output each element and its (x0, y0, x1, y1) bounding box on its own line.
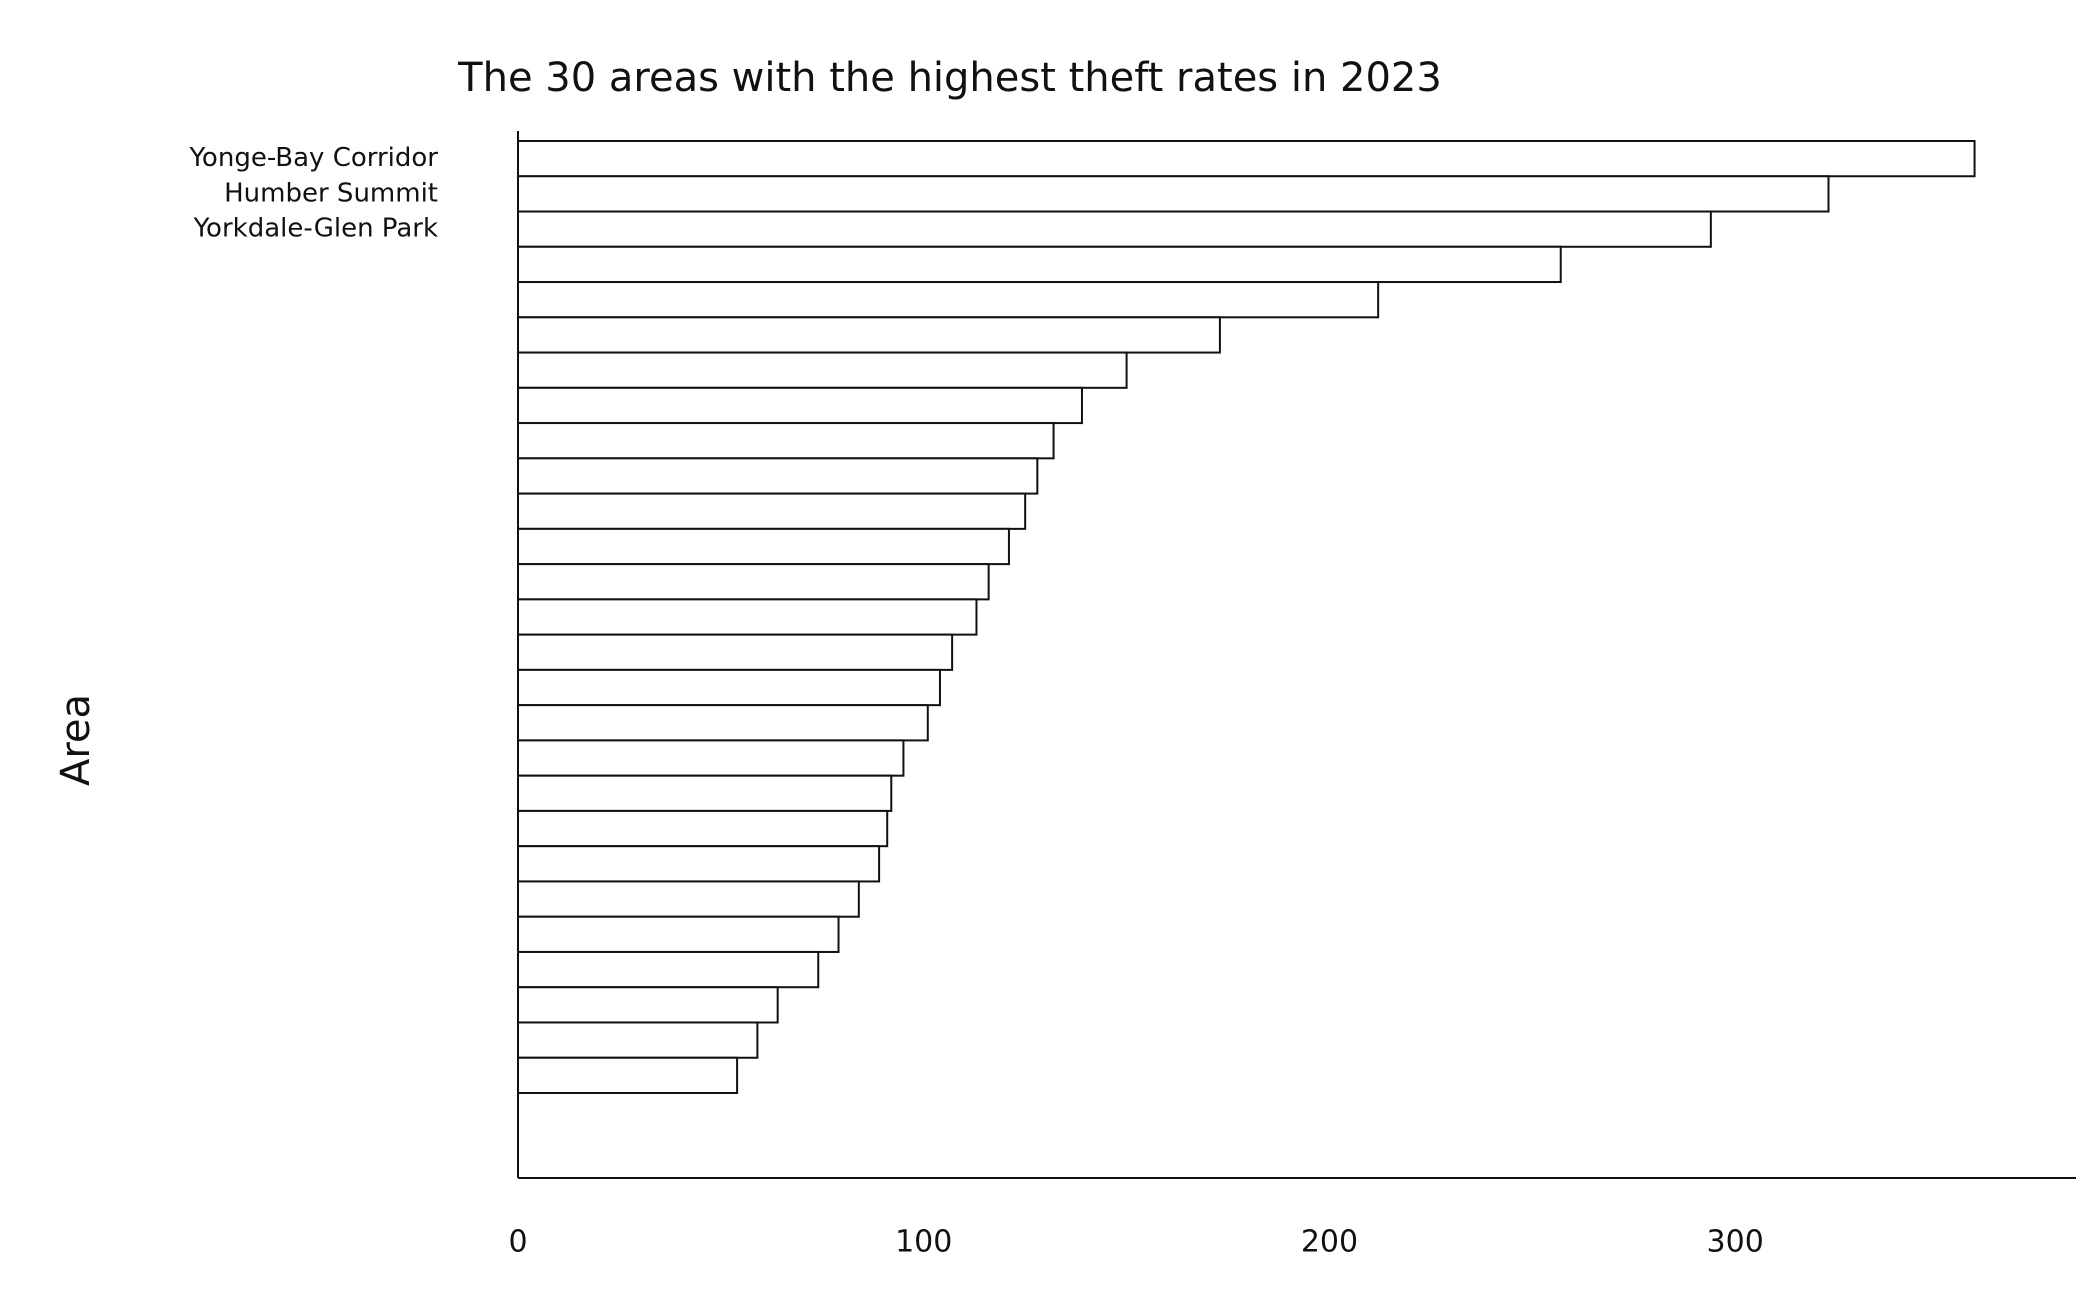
chart-title: The 30 areas with the highest theft rate… (457, 55, 1442, 101)
x-tick-label: 100 (895, 1225, 952, 1260)
bar (517, 527, 1010, 566)
bar (517, 809, 889, 848)
y-tick-label: Humber Summit (224, 178, 438, 208)
y-tick-label: Yonge-Bay Corridor (189, 143, 439, 173)
bar (517, 950, 820, 989)
x-tick-label: 0 (508, 1225, 527, 1260)
bar (517, 281, 1380, 319)
bar (517, 598, 978, 636)
bar (517, 986, 779, 1024)
bar (517, 880, 860, 918)
x-tick-label: 200 (1301, 1225, 1358, 1260)
y-axis-label: Area (53, 694, 99, 786)
bar (517, 140, 1976, 178)
bar (517, 774, 893, 812)
bar (517, 316, 1221, 354)
bar (517, 422, 1055, 460)
bar (517, 1021, 759, 1059)
bar (517, 845, 881, 883)
x-tick-label: 300 (1707, 1225, 1764, 1260)
bar (517, 351, 1128, 389)
bar (517, 704, 929, 742)
bar (517, 563, 990, 601)
bar (517, 457, 1039, 495)
bar (517, 386, 1083, 425)
bar (517, 1056, 739, 1094)
bar (517, 492, 1027, 530)
bar (517, 915, 840, 953)
bar (517, 210, 1712, 248)
bar (517, 739, 905, 777)
bar (517, 175, 1830, 213)
bar (517, 633, 954, 671)
bar (517, 668, 941, 707)
y-tick-label: Yorkdale-Glen Park (193, 214, 438, 244)
bar (517, 245, 1562, 284)
